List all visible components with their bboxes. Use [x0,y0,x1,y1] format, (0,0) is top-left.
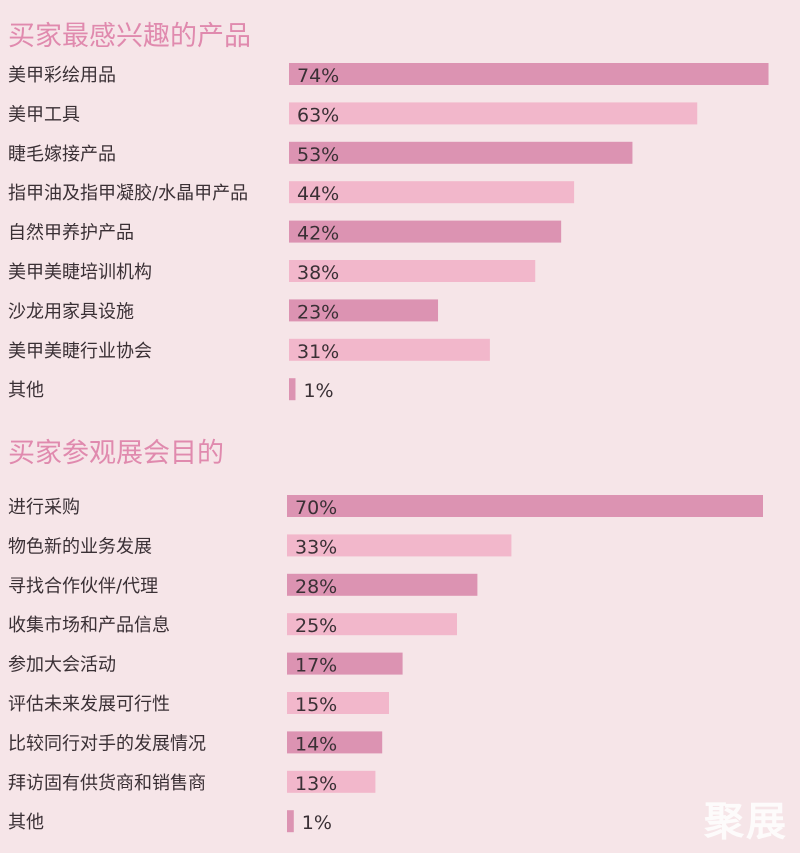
watermark-logo: 聚展 [704,799,788,845]
bar [287,770,376,793]
bar [289,220,562,243]
category-label: 美甲工具 [8,104,80,125]
category-label: 比较同行对手的发展情况 [8,733,206,754]
category-label: 睫毛嫁接产品 [8,144,116,165]
bar [289,102,698,125]
data-label: 15% [295,694,337,716]
data-label: 17% [295,655,337,677]
data-label: 38% [297,262,339,284]
data-label: 14% [295,733,337,755]
data-label: 70% [295,497,337,519]
bar [287,810,294,833]
bar [287,573,478,596]
bar [287,731,383,754]
data-label: 44% [297,183,339,205]
data-label: 33% [295,536,337,558]
data-label: 42% [297,223,339,245]
category-label: 物色新的业务发展 [8,536,152,557]
bar [287,613,457,636]
chart-title: 买家最感兴趣的产品 [8,21,251,52]
category-label: 美甲彩绘用品 [8,65,116,86]
category-label: 沙龙用家具设施 [8,301,134,322]
data-label: 63% [297,104,339,126]
chart-title: 买家参观展会目的 [8,438,224,469]
data-label: 1% [303,380,333,402]
category-label: 评估未来发展可行性 [8,694,170,715]
data-label: 31% [297,341,339,363]
category-label: 指甲油及指甲凝胶/水晶甲产品 [8,183,248,204]
bar [289,378,296,401]
category-label: 寻找合作伙伴/代理 [8,576,158,597]
category-label: 收集市场和产品信息 [8,615,170,636]
category-label: 美甲美睫培训机构 [8,262,152,283]
bar [289,299,439,322]
data-label: 13% [295,773,337,795]
bar [287,534,512,557]
bar [287,495,763,517]
category-label: 参加大会活动 [8,655,116,676]
bar [289,338,490,361]
data-label: 74% [297,65,339,87]
data-label: 25% [295,615,337,637]
category-label: 其他 [8,380,44,401]
bar [289,141,633,164]
category-label: 自然甲养护产品 [8,223,134,244]
data-label: 1% [302,812,332,834]
data-label: 23% [297,301,339,323]
bar [289,63,769,85]
category-label: 进行采购 [8,497,80,518]
bar [289,181,575,204]
bar [287,652,403,675]
data-label: 28% [295,576,337,598]
category-label: 其他 [8,812,44,833]
bar [289,260,536,282]
category-label: 拜访固有供货商和销售商 [8,773,206,794]
data-label: 53% [297,144,339,166]
category-label: 美甲美睫行业协会 [8,341,152,362]
bar [287,692,389,714]
